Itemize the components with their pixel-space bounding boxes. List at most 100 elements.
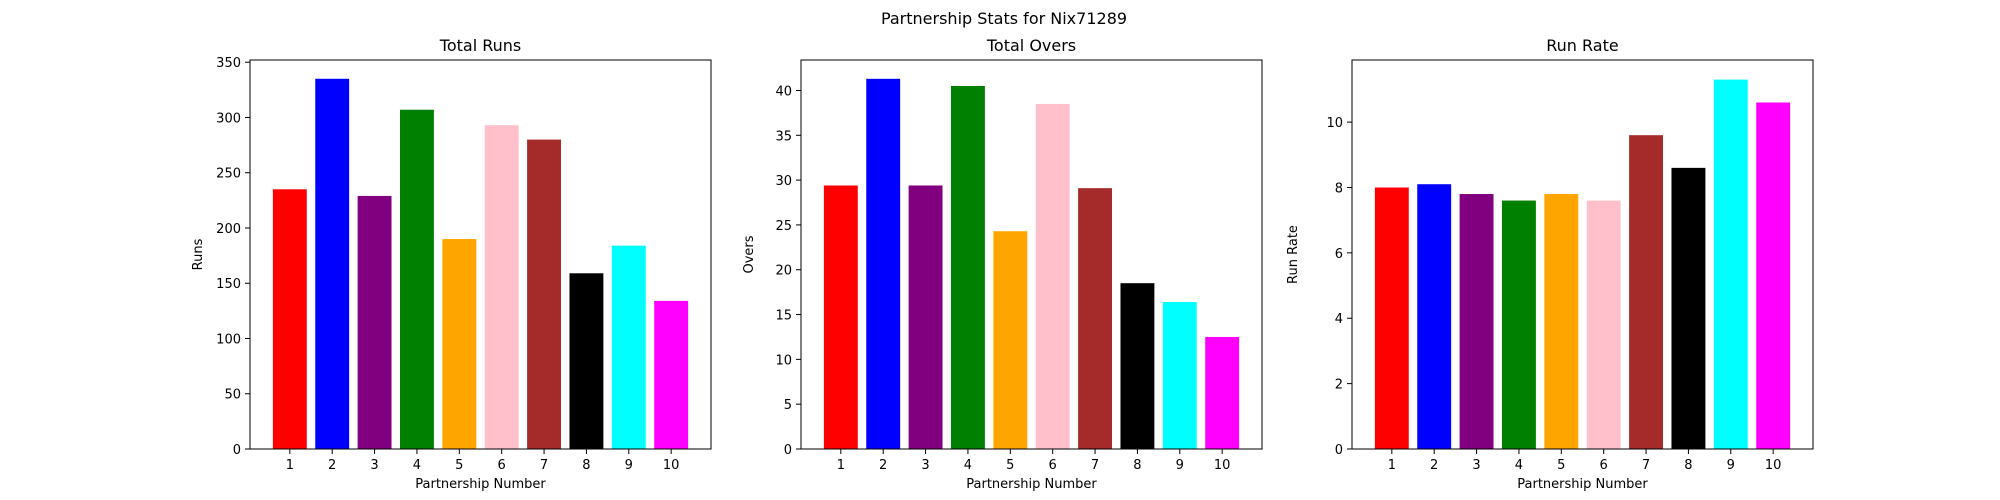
x-tick-label: 6 xyxy=(1600,458,1608,473)
y-tick-label: 0 xyxy=(784,443,792,458)
bar-4 xyxy=(1501,200,1536,449)
y-tick-label: 350 xyxy=(216,56,241,71)
bar-3 xyxy=(908,185,943,450)
x-tick-label: 9 xyxy=(625,458,633,473)
x-axis-label: Partnership Number xyxy=(415,477,546,492)
x-tick-label: 6 xyxy=(1049,458,1057,473)
y-axis-label: Runs xyxy=(191,238,206,270)
bar-3 xyxy=(1459,194,1494,449)
y-tick-label: 4 xyxy=(1335,312,1343,327)
chart-title: Total Overs xyxy=(986,36,1076,55)
x-tick-label: 1 xyxy=(1388,458,1396,473)
x-tick-label: 2 xyxy=(328,458,336,473)
x-tick-label: 10 xyxy=(1765,458,1782,473)
bar-1 xyxy=(823,185,858,450)
bar-4 xyxy=(950,85,985,450)
bar-9 xyxy=(611,245,646,449)
y-axis-label: Overs xyxy=(742,235,757,273)
x-tick-label: 5 xyxy=(1006,458,1014,473)
bar-1 xyxy=(272,189,307,450)
x-tick-label: 8 xyxy=(1684,458,1692,473)
x-tick-label: 5 xyxy=(1557,458,1565,473)
bar-9 xyxy=(1162,302,1197,449)
x-tick-label: 10 xyxy=(1214,458,1231,473)
y-tick-label: 30 xyxy=(775,174,792,189)
x-tick-label: 9 xyxy=(1727,458,1735,473)
chart-title: Run Rate xyxy=(1546,36,1618,55)
y-tick-label: 8 xyxy=(1335,181,1343,196)
x-tick-label: 10 xyxy=(663,458,680,473)
y-axis-label: Run Rate xyxy=(1286,225,1301,284)
bar-2 xyxy=(1417,184,1452,449)
y-tick-label: 25 xyxy=(775,219,792,234)
y-tick-label: 150 xyxy=(216,277,241,292)
y-tick-label: 10 xyxy=(1326,116,1343,131)
x-axis-label: Partnership Number xyxy=(966,477,1097,492)
x-tick-label: 3 xyxy=(1472,458,1480,473)
bar-5 xyxy=(442,239,477,449)
x-tick-label: 1 xyxy=(837,458,845,473)
y-tick-label: 200 xyxy=(216,222,241,237)
bar-10 xyxy=(1205,336,1240,449)
bar-8 xyxy=(1120,283,1155,449)
y-tick-label: 20 xyxy=(775,264,792,279)
y-tick-label: 2 xyxy=(1335,378,1343,393)
y-tick-label: 15 xyxy=(775,309,792,324)
bar-5 xyxy=(1544,194,1579,449)
bar-7 xyxy=(527,139,562,449)
x-tick-label: 4 xyxy=(1515,458,1523,473)
bar-7 xyxy=(1629,135,1664,449)
x-tick-label: 4 xyxy=(964,458,972,473)
x-tick-label: 7 xyxy=(1091,458,1099,473)
chart-panel-3: 1 2 3 4 5 6 7 8 9 10 0 2 4 6 8 10 Run Rate Partnership Nu… xyxy=(1286,36,1814,492)
y-tick-label: 0 xyxy=(1335,443,1343,458)
x-tick-label: 7 xyxy=(540,458,548,473)
x-tick-label: 9 xyxy=(1176,458,1184,473)
x-tick-label: 3 xyxy=(921,458,929,473)
bar-2 xyxy=(315,78,350,449)
x-tick-label: 6 xyxy=(498,458,506,473)
bar-1 xyxy=(1374,187,1409,450)
x-tick-label: 4 xyxy=(413,458,421,473)
y-tick-label: 5 xyxy=(784,398,792,413)
bar-10 xyxy=(654,300,689,449)
figure-suptitle: Partnership Stats for Nix71289 xyxy=(881,9,1127,28)
bar-2 xyxy=(866,78,901,449)
x-tick-label: 2 xyxy=(1430,458,1438,473)
x-tick-label: 2 xyxy=(879,458,887,473)
x-axis-label: Partnership Number xyxy=(1517,477,1648,492)
bar-6 xyxy=(1586,200,1621,449)
y-tick-label: 35 xyxy=(775,129,792,144)
bar-4 xyxy=(399,109,434,449)
bar-8 xyxy=(1671,167,1706,449)
bar-6 xyxy=(1035,103,1070,450)
axes-frame xyxy=(800,59,1263,450)
bar-10 xyxy=(1756,102,1791,449)
bar-8 xyxy=(569,273,604,449)
x-tick-label: 1 xyxy=(286,458,294,473)
x-tick-label: 3 xyxy=(370,458,378,473)
x-tick-label: 8 xyxy=(582,458,590,473)
bar-3 xyxy=(357,195,392,449)
bar-6 xyxy=(484,125,519,449)
bar-5 xyxy=(993,231,1028,449)
y-tick-label: 300 xyxy=(216,111,241,126)
y-tick-label: 0 xyxy=(233,443,241,458)
y-tick-label: 10 xyxy=(775,353,792,368)
y-tick-label: 250 xyxy=(216,167,241,182)
y-tick-label: 40 xyxy=(775,84,792,99)
x-tick-label: 5 xyxy=(455,458,463,473)
bar-9 xyxy=(1713,79,1748,450)
axes-frame xyxy=(1351,59,1814,450)
y-tick-label: 6 xyxy=(1335,247,1343,262)
chart-title: Total Runs xyxy=(439,36,521,55)
axes-frame xyxy=(249,59,712,450)
x-tick-label: 7 xyxy=(1642,458,1650,473)
y-tick-label: 50 xyxy=(224,388,241,403)
chart-panel-2: 1 2 3 4 5 6 7 8 9 10 0 5 10 15 20 25 30 35 40 Total Overs Pa… xyxy=(742,36,1263,492)
x-tick-label: 8 xyxy=(1133,458,1141,473)
bar-7 xyxy=(1078,188,1113,450)
